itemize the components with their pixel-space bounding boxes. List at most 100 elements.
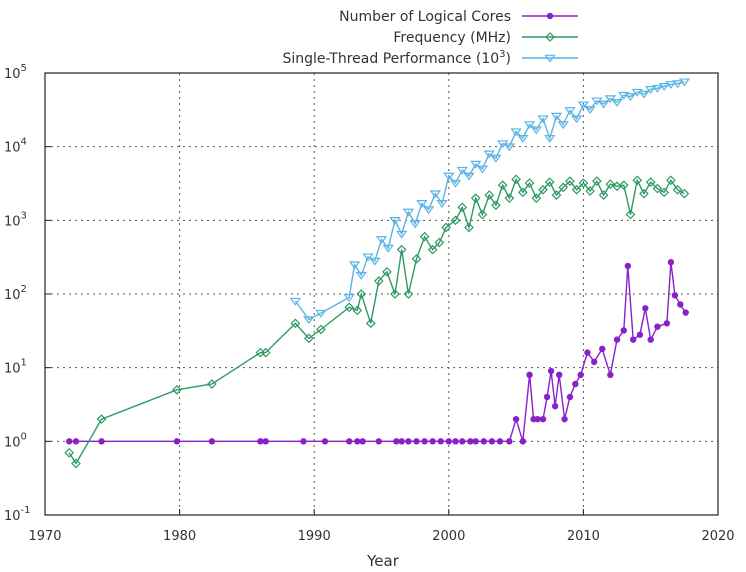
data-point: [491, 200, 501, 211]
data-point: [303, 316, 315, 325]
y-tick-label: 105: [4, 63, 27, 82]
x-tick-label: 2020: [701, 529, 734, 544]
data-point: [464, 222, 474, 233]
y-tick-base: 10: [4, 362, 21, 377]
data-point: [352, 305, 363, 316]
data-point: [546, 12, 554, 20]
data-point: [470, 193, 481, 204]
data-point: [66, 438, 73, 445]
data-point: [534, 415, 541, 423]
series-3: [289, 78, 691, 325]
data-point: [488, 438, 496, 445]
data-point: [624, 93, 637, 102]
data-point: [457, 202, 468, 213]
data-point: [663, 320, 671, 327]
y-tick-label: 104: [4, 137, 27, 156]
data-point: [427, 244, 438, 255]
data-point: [625, 209, 636, 220]
data-point: [365, 318, 376, 329]
data-point: [71, 458, 81, 469]
y-tick-exponent: 2: [21, 284, 27, 295]
data-point: [355, 271, 367, 280]
data-point: [467, 438, 474, 445]
data-point: [671, 292, 679, 299]
legend-label: Frequency (MHz): [393, 30, 511, 46]
data-point: [441, 222, 451, 233]
data-point: [519, 438, 527, 445]
data-point: [289, 297, 302, 306]
data-point: [413, 438, 420, 445]
data-point: [632, 175, 643, 186]
data-point: [315, 309, 327, 318]
y-tick-label: 101: [4, 358, 27, 377]
x-tick-label: 2010: [567, 529, 600, 544]
data-point: [645, 86, 657, 94]
y-tick-exponent: 4: [21, 137, 27, 148]
data-point: [480, 438, 487, 445]
y-tick-exponent: 1: [21, 358, 27, 369]
data-point: [449, 179, 462, 188]
data-point: [348, 261, 361, 270]
y-tick-base: 10: [4, 141, 21, 156]
data-point: [672, 184, 683, 195]
data-point: [356, 289, 367, 299]
data-point: [96, 414, 107, 425]
data-point: [290, 318, 301, 329]
data-point: [639, 188, 649, 199]
data-point: [470, 160, 482, 169]
data-point: [375, 438, 383, 445]
data-point: [566, 393, 574, 401]
data-point: [543, 393, 551, 401]
series-2: [64, 174, 690, 469]
data-point: [477, 209, 488, 220]
data-point: [544, 54, 556, 63]
y-tick-exponent: -1: [21, 505, 31, 516]
data-point: [64, 447, 75, 458]
data-point: [396, 244, 407, 255]
data-point: [572, 380, 579, 388]
x-tick-label: 1990: [298, 529, 331, 544]
data-point: [544, 177, 555, 187]
data-point: [434, 237, 445, 248]
data-point: [262, 438, 269, 445]
data-point: [375, 236, 388, 245]
data-point: [558, 182, 569, 193]
data-point: [490, 154, 502, 163]
data-point: [590, 358, 598, 366]
data-point: [624, 262, 632, 270]
x-axis: 1970 1980 1990 2000 2010 2020: [28, 509, 735, 544]
data-point: [172, 384, 182, 395]
data-point: [599, 345, 606, 353]
data-point: [564, 107, 576, 116]
data-point: [677, 301, 684, 308]
data-point: [654, 323, 661, 330]
y-tick-label: 100: [4, 431, 27, 450]
data-point: [403, 289, 414, 299]
data-point: [402, 208, 415, 217]
data-point: [597, 100, 610, 109]
y-tick-base: 10: [4, 435, 21, 450]
data-point: [300, 438, 307, 445]
data-point: [618, 180, 629, 191]
y-tick-base: 10: [4, 509, 21, 524]
legend: Number of Logical Cores Frequency (MHz) Si…: [283, 9, 578, 67]
data-point: [405, 438, 412, 445]
data-point: [551, 190, 562, 200]
y-tick-label: 103: [4, 210, 27, 229]
data-point: [537, 115, 549, 124]
data-point: [506, 438, 513, 445]
data-point: [497, 180, 508, 191]
data-point: [452, 438, 459, 445]
data-point: [551, 402, 559, 410]
data-point: [604, 95, 616, 104]
data-point: [682, 309, 689, 316]
data-point: [578, 178, 589, 188]
data-point: [321, 438, 329, 445]
data-point: [484, 190, 495, 200]
data-point: [607, 371, 614, 379]
data-point: [571, 184, 582, 195]
data-point: [390, 289, 400, 299]
data-point: [511, 174, 521, 185]
data-point: [647, 336, 654, 343]
